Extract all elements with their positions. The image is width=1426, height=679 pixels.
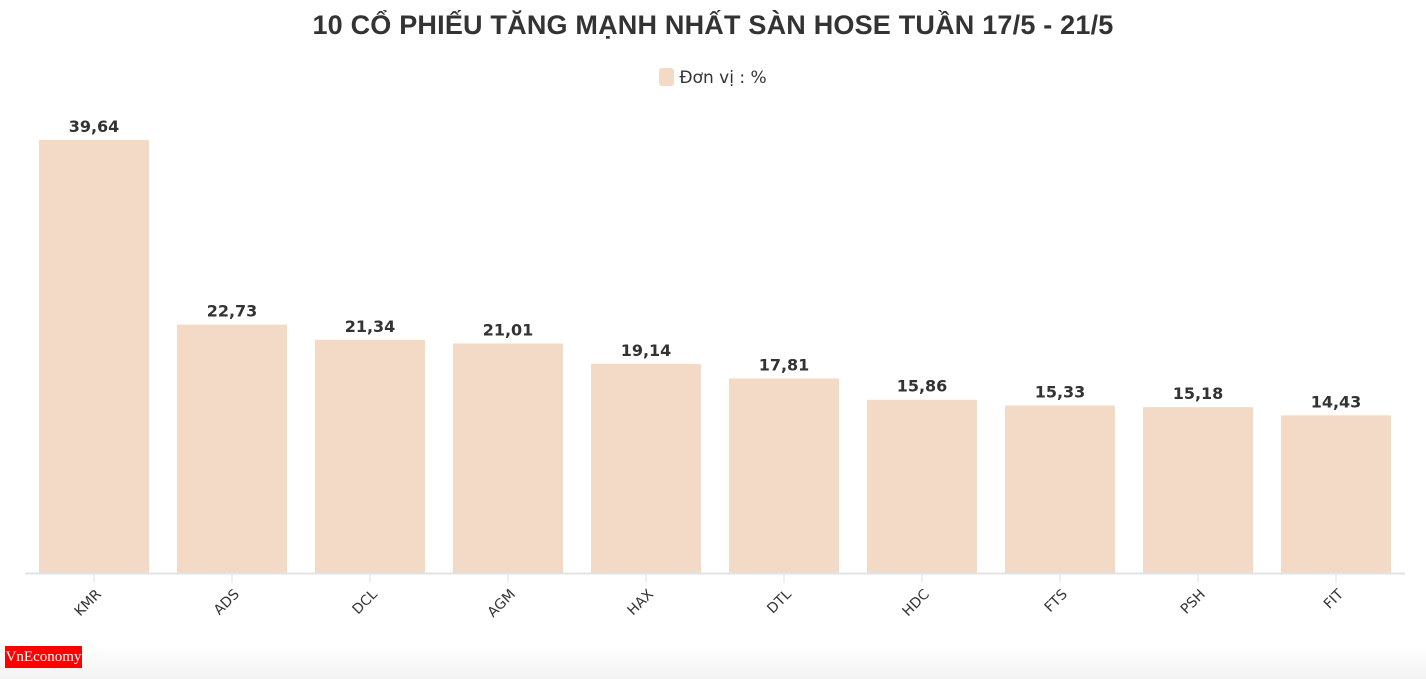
data-label: 15,33 bbox=[1035, 383, 1086, 402]
bar-hax bbox=[591, 363, 701, 573]
x-tick-label: DCL bbox=[349, 586, 381, 618]
x-tick-label: FIT bbox=[1321, 586, 1347, 612]
bar-fit bbox=[1281, 415, 1391, 573]
data-label: 19,14 bbox=[621, 341, 672, 360]
x-tick-label: FTS bbox=[1042, 586, 1071, 615]
data-label: 14,43 bbox=[1311, 392, 1362, 411]
legend-swatch bbox=[659, 68, 675, 86]
x-tick-label: HDC bbox=[900, 586, 933, 619]
vneconomy-logo: VnEconomy bbox=[5, 646, 82, 668]
x-tick-label: HAX bbox=[625, 586, 658, 619]
x-tick-label: AGM bbox=[485, 587, 519, 621]
x-tick-label: PSH bbox=[1178, 587, 1209, 618]
bar-kmr bbox=[39, 139, 149, 574]
data-label: 39,64 bbox=[69, 117, 120, 136]
data-label: 21,01 bbox=[483, 320, 534, 339]
data-label: 15,86 bbox=[897, 377, 948, 396]
bar-hdc bbox=[867, 399, 977, 573]
data-label: 22,73 bbox=[207, 302, 258, 321]
x-tick-label: DTL bbox=[764, 586, 795, 617]
bar-dcl bbox=[315, 339, 425, 573]
bar-ads bbox=[177, 324, 287, 573]
data-label: 15,18 bbox=[1173, 384, 1224, 403]
data-label: 21,34 bbox=[345, 317, 396, 336]
bar-dtl bbox=[729, 378, 839, 573]
bar-psh bbox=[1143, 407, 1253, 573]
data-label: 17,81 bbox=[759, 355, 810, 374]
legend: Đơn vị : % bbox=[0, 68, 1426, 88]
bar-agm bbox=[453, 343, 563, 573]
footer bbox=[0, 645, 1426, 679]
chart-title: 10 CỔ PHIẾU TĂNG MẠNH NHẤT SÀN HOSE TUẦN… bbox=[312, 10, 1114, 40]
x-tick-label: KMR bbox=[72, 586, 105, 619]
legend-label: Đơn vị : % bbox=[679, 68, 767, 88]
bar-fts bbox=[1005, 405, 1115, 573]
x-tick-label: ADS bbox=[211, 586, 243, 618]
